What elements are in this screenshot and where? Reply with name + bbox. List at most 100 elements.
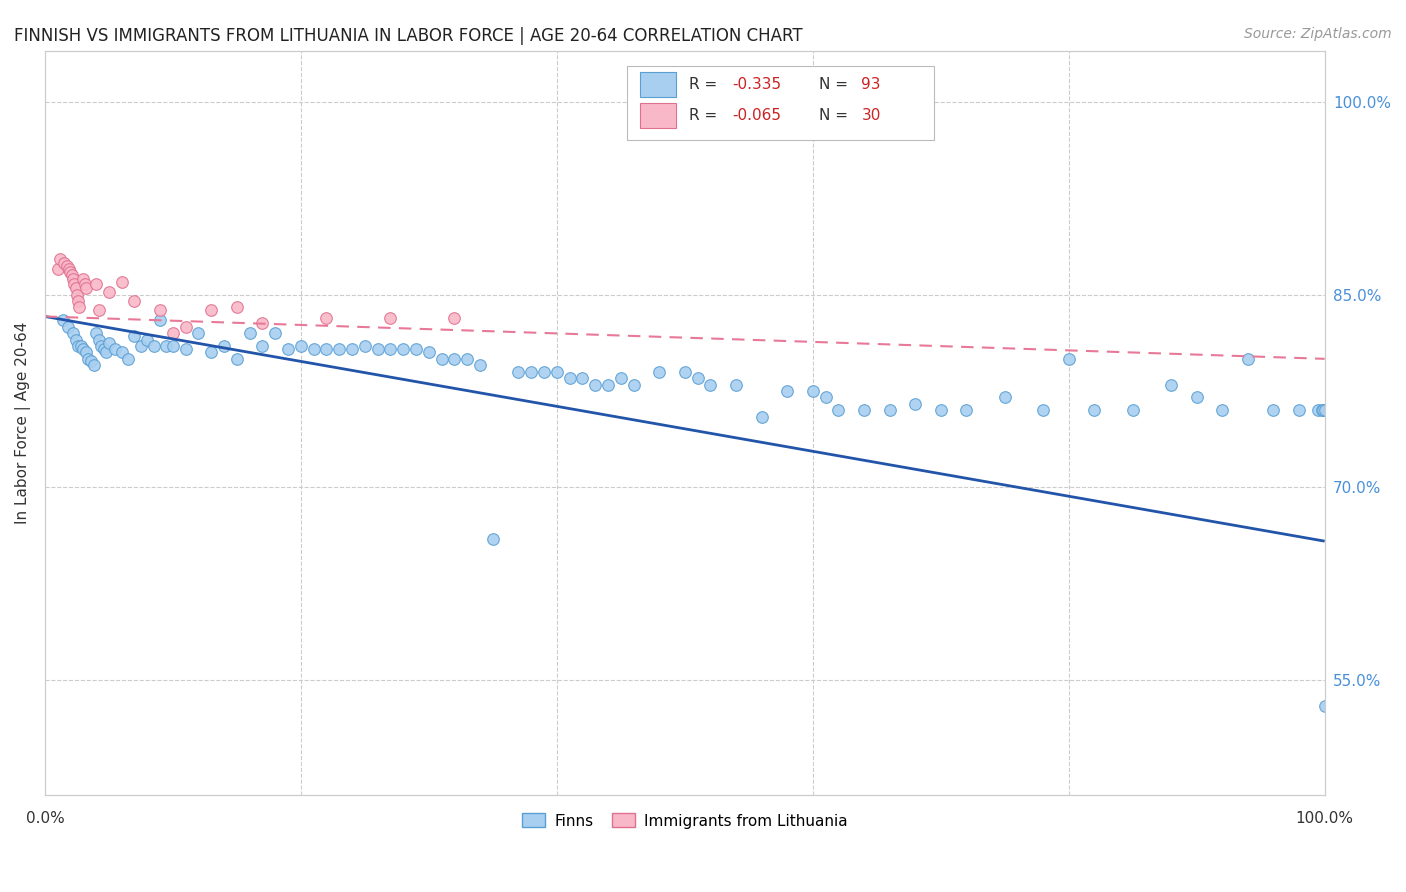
Point: [66, 287, 89, 301]
Point: [52, 313, 75, 327]
Point: [443, 351, 465, 366]
Point: [225, 351, 247, 366]
Point: [239, 326, 262, 340]
Point: [571, 371, 593, 385]
Point: [443, 310, 465, 325]
Point: [62, 272, 84, 286]
Point: [65, 333, 87, 347]
Point: [392, 342, 415, 356]
Point: [124, 328, 146, 343]
Point: [520, 365, 543, 379]
Point: [1312, 403, 1334, 417]
Point: [252, 339, 274, 353]
Point: [155, 339, 177, 353]
FancyBboxPatch shape: [640, 103, 676, 128]
Text: 30: 30: [862, 108, 880, 123]
Point: [430, 351, 453, 366]
Point: [69, 301, 91, 315]
Point: [174, 342, 197, 356]
Point: [124, 294, 146, 309]
Point: [67, 339, 90, 353]
FancyBboxPatch shape: [640, 71, 676, 97]
Point: [46, 262, 69, 277]
Point: [277, 342, 299, 356]
Point: [69, 339, 91, 353]
Point: [72, 272, 94, 286]
Point: [75, 345, 97, 359]
Point: [1313, 403, 1336, 417]
Point: [315, 342, 337, 356]
Point: [187, 326, 209, 340]
Point: [405, 342, 427, 356]
Point: [1237, 351, 1260, 366]
Point: [1310, 403, 1333, 417]
Point: [149, 303, 172, 318]
Point: [200, 303, 222, 318]
Point: [1122, 403, 1144, 417]
Point: [87, 333, 110, 347]
Point: [814, 390, 837, 404]
Point: [55, 260, 77, 274]
Point: [456, 351, 478, 366]
Y-axis label: In Labor Force | Age 20-64: In Labor Force | Age 20-64: [15, 322, 31, 524]
Point: [111, 345, 134, 359]
Point: [827, 403, 849, 417]
Point: [1185, 390, 1208, 404]
Point: [904, 397, 927, 411]
Point: [418, 345, 440, 359]
Point: [62, 326, 84, 340]
Point: [1288, 403, 1310, 417]
Point: [1211, 403, 1233, 417]
Point: [65, 281, 87, 295]
Point: [302, 342, 325, 356]
Point: [508, 365, 530, 379]
Text: R =: R =: [689, 108, 721, 123]
Point: [90, 339, 112, 353]
Point: [852, 403, 875, 417]
Text: R =: R =: [689, 77, 721, 92]
Point: [1313, 698, 1336, 713]
Point: [73, 277, 96, 292]
Point: [87, 303, 110, 318]
Point: [96, 345, 118, 359]
Point: [225, 301, 247, 315]
Point: [174, 319, 197, 334]
Point: [75, 281, 97, 295]
Point: [49, 252, 72, 266]
Point: [328, 342, 350, 356]
Point: [58, 262, 80, 277]
Point: [1083, 403, 1105, 417]
Point: [558, 371, 581, 385]
Point: [56, 319, 79, 334]
Point: [136, 333, 159, 347]
Point: [1160, 377, 1182, 392]
Point: [315, 310, 337, 325]
Point: [1032, 403, 1054, 417]
Point: [648, 365, 671, 379]
Point: [533, 365, 555, 379]
Point: [129, 339, 152, 353]
Point: [583, 377, 606, 392]
Point: [699, 377, 721, 392]
Point: [142, 339, 165, 353]
Point: [879, 403, 901, 417]
Point: [80, 354, 103, 368]
Point: [929, 403, 952, 417]
Point: [367, 342, 389, 356]
Text: -0.065: -0.065: [733, 108, 782, 123]
Point: [162, 326, 184, 340]
Point: [1057, 351, 1080, 366]
Point: [84, 326, 107, 340]
Point: [546, 365, 568, 379]
Point: [67, 294, 90, 309]
Point: [53, 255, 76, 269]
Point: [353, 339, 375, 353]
Point: [63, 277, 86, 292]
Point: [97, 336, 120, 351]
Text: Source: ZipAtlas.com: Source: ZipAtlas.com: [1244, 27, 1392, 41]
Point: [72, 342, 94, 356]
Point: [1263, 403, 1285, 417]
Legend: Finns, Immigrants from Lithuania: Finns, Immigrants from Lithuania: [515, 805, 855, 836]
Point: [673, 365, 696, 379]
Point: [623, 377, 645, 392]
